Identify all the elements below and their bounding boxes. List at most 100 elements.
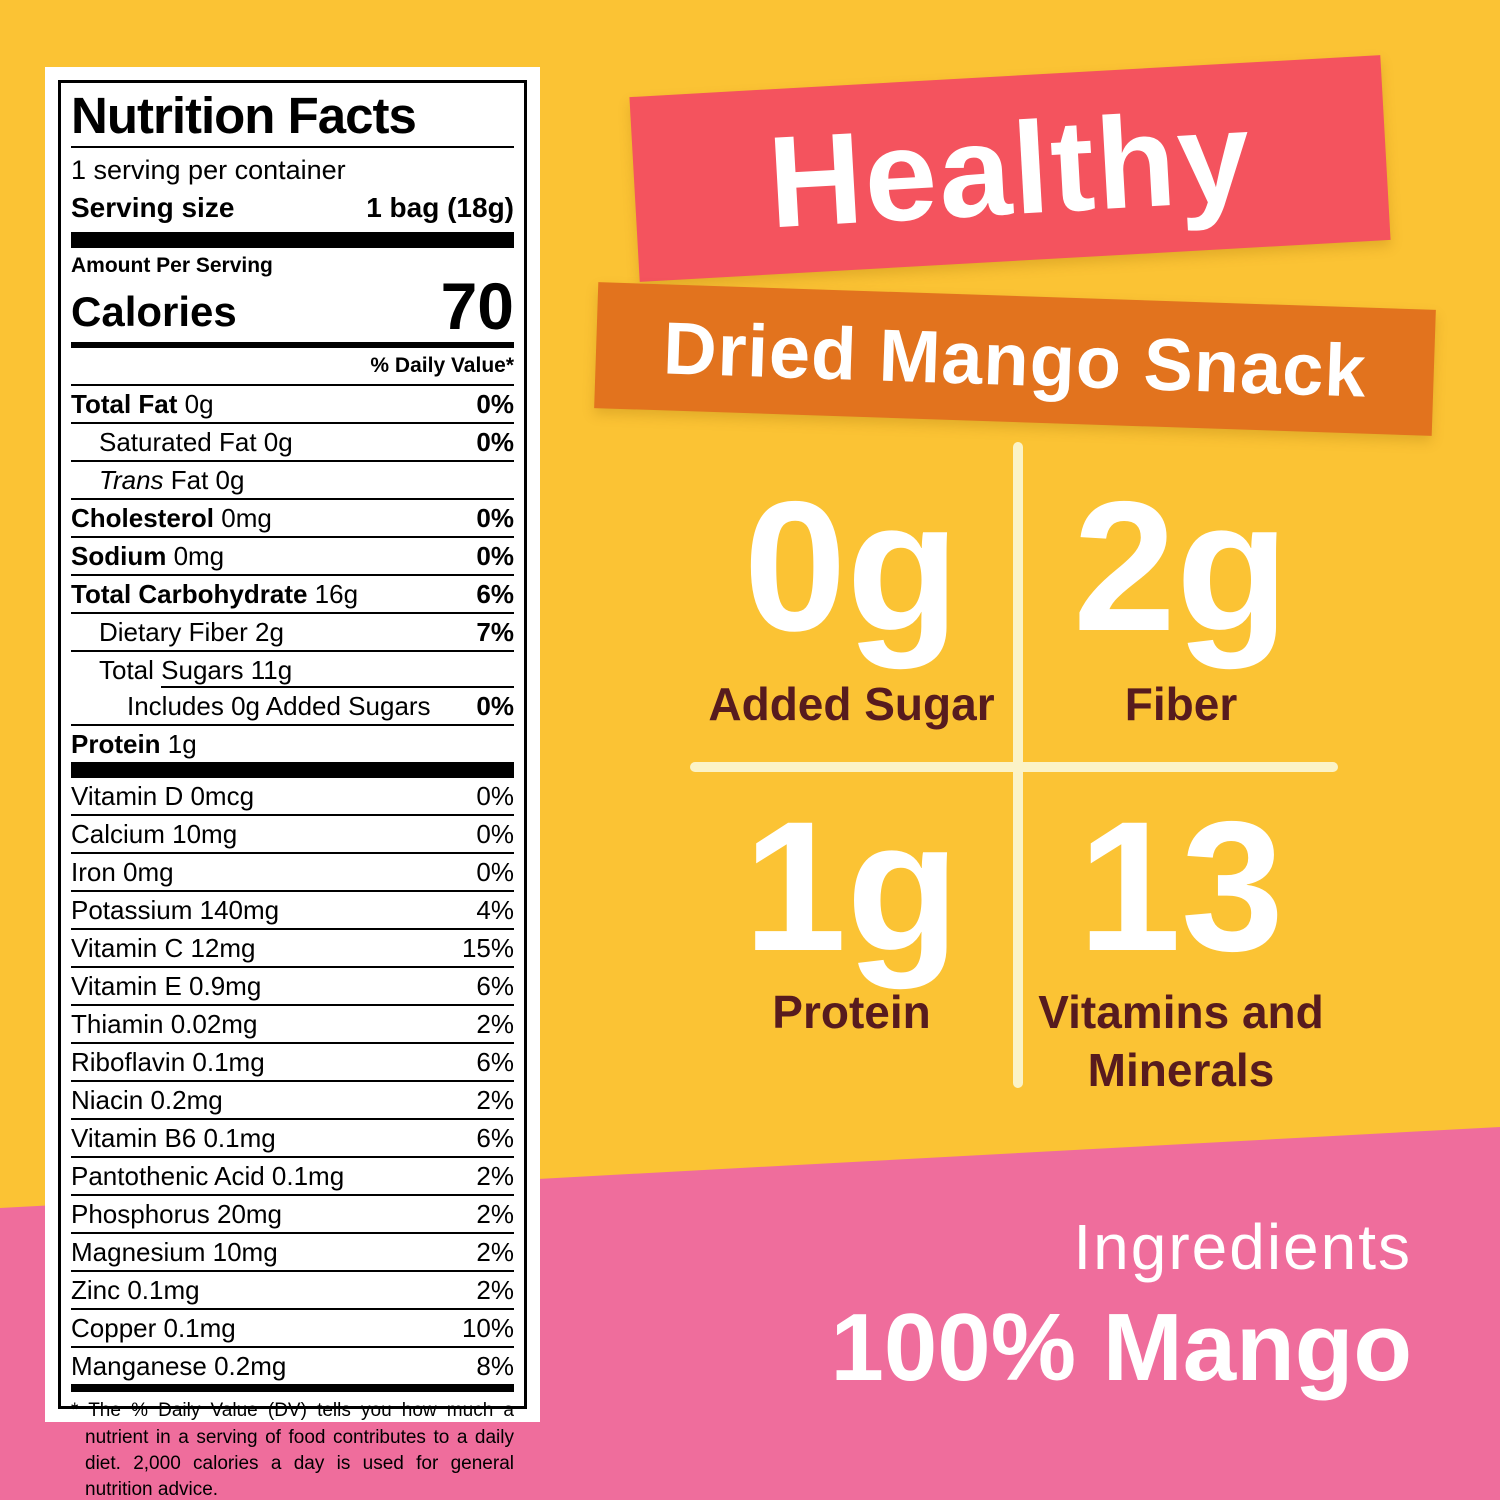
micronutrient-name: Phosphorus 20mg xyxy=(71,1199,283,1230)
daily-value-percent: 2% xyxy=(476,1009,514,1040)
stat-added-sugar-value: 0g xyxy=(743,464,960,670)
stat-fiber-label: Fiber xyxy=(1124,678,1238,730)
headline-banner: Healthy xyxy=(629,55,1391,282)
micronutrient-name: Vitamin D 0mcg xyxy=(71,781,255,812)
nutrient-row: Total Fat 0g 0% xyxy=(71,386,514,422)
micronutrient-row: Niacin 0.2mg 2% xyxy=(71,1080,514,1118)
micronutrient-row: Potassium 140mg 4% xyxy=(71,890,514,928)
micronutrient-name: Potassium 140mg xyxy=(71,895,280,926)
nutrient-row: Includes 0g Added Sugars 0% xyxy=(71,686,514,724)
daily-value-percent: 6% xyxy=(476,1047,514,1078)
serving-size-label: Serving size xyxy=(71,191,235,223)
micronutrient-row: Magnesium 10mg 2% xyxy=(71,1232,514,1270)
nutrient-name: Includes 0g Added Sugars xyxy=(127,691,431,722)
micronutrient-name: Manganese 0.2mg xyxy=(71,1351,287,1382)
micronutrient-rows: Vitamin D 0mcg 0% Calcium 10mg 0% Iron 0mg 0%… xyxy=(71,778,514,1384)
micronutrient-name: Vitamin E 0.9mg xyxy=(71,971,262,1002)
stat-vitamins-label: Vitamins and Minerals xyxy=(1038,986,1324,1096)
daily-value-percent: 2% xyxy=(476,1199,514,1230)
nutrient-rows: Total Fat 0g 0% Saturated Fat 0g 0% Trans Fa… xyxy=(71,386,514,762)
nutrient-name: Total Carbohydrate 16g xyxy=(71,579,359,610)
daily-value-percent: 2% xyxy=(476,1085,514,1116)
nutrient-name: Protein 1g xyxy=(71,729,197,760)
micronutrient-row: Riboflavin 0.1mg 6% xyxy=(71,1042,514,1080)
micronutrient-row: Pantothenic Acid 0.1mg 2% xyxy=(71,1156,514,1194)
micronutrient-name: Vitamin B6 0.1mg xyxy=(71,1123,276,1154)
nutrition-facts-title: Nutrition Facts xyxy=(71,87,417,144)
daily-value-percent: 6% xyxy=(476,971,514,1002)
micronutrient-row: Iron 0mg 0% xyxy=(71,852,514,890)
nutrition-label-border: Nutrition Facts 1 serving per container … xyxy=(58,80,527,1500)
daily-value-percent: 2% xyxy=(476,1237,514,1268)
micronutrient-row: Copper 0.1mg 10% xyxy=(71,1308,514,1346)
nutrient-row: Sodium 0mg 0% xyxy=(71,536,514,574)
micronutrient-name: Calcium 10mg xyxy=(71,819,238,850)
nutrient-row: Trans Fat 0g xyxy=(71,460,514,498)
stat-vitamins-value: 13 xyxy=(1078,784,1284,990)
daily-value-percent: 2% xyxy=(476,1275,514,1306)
ingredients-heading: Ingredients xyxy=(1073,1211,1412,1283)
calories-row: Calories 70 xyxy=(71,269,514,344)
nutrition-label-card: Nutrition Facts 1 serving per container … xyxy=(45,67,540,1500)
servings-per-container: 1 serving per container xyxy=(71,155,346,186)
micronutrient-row: Manganese 0.2mg 8% xyxy=(71,1346,514,1384)
micronutrient-row: Vitamin D 0mcg 0% xyxy=(71,778,514,814)
headline-text: Healthy xyxy=(764,82,1256,255)
daily-value-percent: 6% xyxy=(476,579,514,610)
micronutrient-name: Niacin 0.2mg xyxy=(71,1085,223,1116)
calories-value: 70 xyxy=(440,269,514,344)
daily-value-header: % Daily Value* xyxy=(71,348,514,387)
ingredients-value: 100% Mango xyxy=(830,1294,1412,1402)
nutrient-name: Saturated Fat 0g xyxy=(99,427,293,458)
daily-value-percent: 2% xyxy=(476,1161,514,1192)
micronutrient-row: Thiamin 0.02mg 2% xyxy=(71,1004,514,1042)
stat-protein-label: Protein xyxy=(772,986,931,1038)
calories-label: Calories xyxy=(71,288,237,336)
nutrient-row: Cholesterol 0mg 0% xyxy=(71,498,514,536)
daily-value-percent: 7% xyxy=(476,617,514,648)
horizontal-divider-line xyxy=(690,762,1338,772)
serving-size-value: 1 bag (18g) xyxy=(366,191,514,223)
micronutrient-name: Magnesium 10mg xyxy=(71,1237,278,1268)
divider-rule xyxy=(71,146,514,149)
stat-protein-value: 1g xyxy=(743,784,960,990)
micronutrient-name: Iron 0mg xyxy=(71,857,174,888)
daily-value-percent: 0% xyxy=(476,427,514,458)
serving-size-row: Serving size 1 bag (18g) xyxy=(71,191,514,225)
micronutrient-name: Pantothenic Acid 0.1mg xyxy=(71,1161,345,1192)
daily-value-percent: 4% xyxy=(476,895,514,926)
daily-value-percent: 0% xyxy=(476,541,514,572)
micronutrient-row: Vitamin B6 0.1mg 6% xyxy=(71,1118,514,1156)
micronutrient-row: Zinc 0.1mg 2% xyxy=(71,1270,514,1308)
micronutrient-row: Vitamin E 0.9mg 6% xyxy=(71,966,514,1004)
micronutrient-name: Zinc 0.1mg xyxy=(71,1275,200,1306)
partial-rule-line xyxy=(161,686,514,689)
nutrient-name: Sodium 0mg xyxy=(71,541,225,572)
daily-value-percent: 6% xyxy=(476,1123,514,1154)
nutrient-row: Total Sugars 11g xyxy=(71,650,514,688)
nutrient-row: Total Carbohydrate 16g 6% xyxy=(71,574,514,612)
micronutrient-name: Riboflavin 0.1mg xyxy=(71,1047,265,1078)
nutrient-row: Saturated Fat 0g 0% xyxy=(71,422,514,460)
stat-fiber-value: 2g xyxy=(1073,464,1289,670)
subheadline-text: Dried Mango Snack xyxy=(661,305,1369,413)
nutrient-name: Cholesterol 0mg xyxy=(71,503,272,534)
daily-value-footnote: * The % Daily Value (DV) tells you how m… xyxy=(71,1400,514,1500)
daily-value-percent: 10% xyxy=(461,1313,514,1344)
micronutrient-name: Thiamin 0.02mg xyxy=(71,1009,258,1040)
ingredients-block: Ingredients 100% Mango xyxy=(831,1212,1412,1399)
daily-value-percent: 8% xyxy=(476,1351,514,1382)
micronutrient-row: Phosphorus 20mg 2% xyxy=(71,1194,514,1232)
subheadline-banner: Dried Mango Snack xyxy=(594,282,1436,436)
daily-value-percent: 0% xyxy=(476,691,514,722)
thick-bar xyxy=(71,232,514,249)
micronutrient-name: Copper 0.1mg xyxy=(71,1313,236,1344)
nutrient-name: Trans Fat 0g xyxy=(99,465,245,496)
nutrient-row: Dietary Fiber 2g 7% xyxy=(71,612,514,650)
daily-value-percent: 0% xyxy=(476,857,514,888)
daily-value-percent: 15% xyxy=(461,933,514,964)
micronutrient-name: Vitamin C 12mg xyxy=(71,933,256,964)
medium-bar xyxy=(71,342,514,349)
daily-value-percent: 0% xyxy=(476,389,514,420)
